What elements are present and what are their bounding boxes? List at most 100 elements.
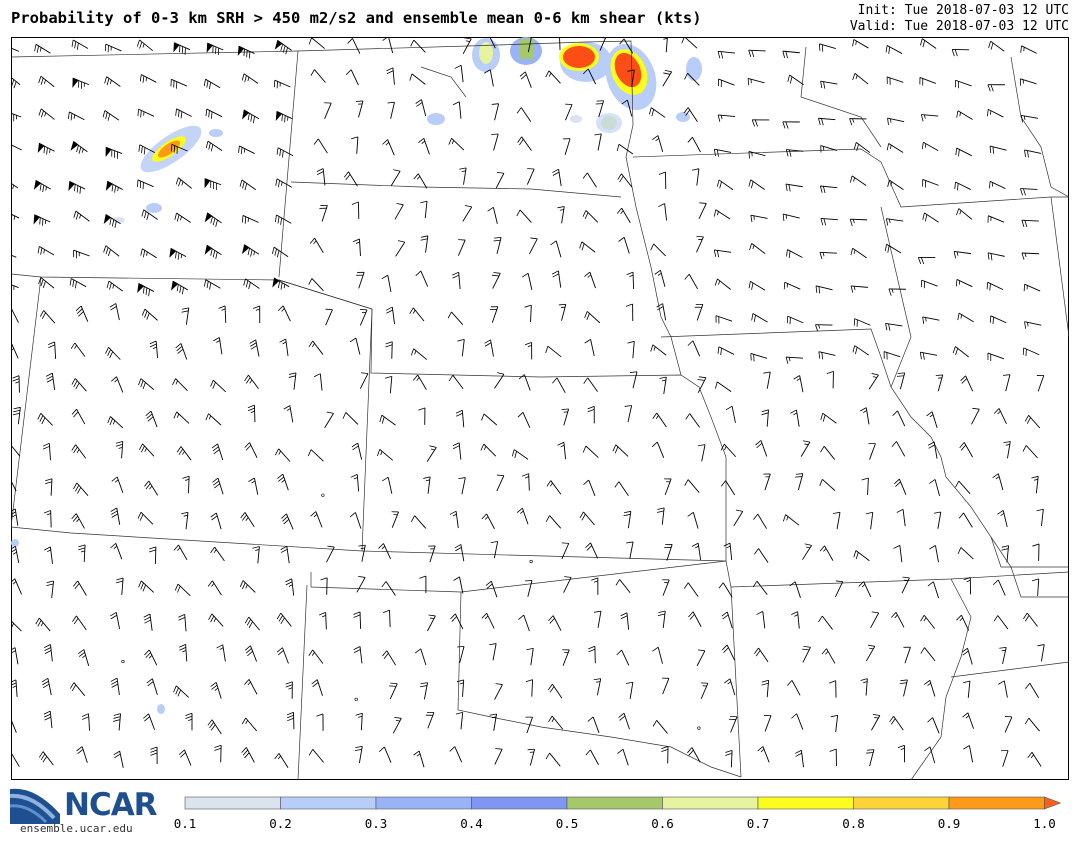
wind-barb [819,545,834,561]
wind-barb [286,711,295,730]
wind-barb [454,544,465,562]
wind-barb [116,577,124,595]
wind-barb [178,614,187,632]
colorbar-segment [566,796,663,810]
wind-barb [598,37,607,51]
wind-barb [723,542,733,561]
wind-barb [820,217,838,226]
wind-barb [627,340,635,359]
wind-barb [658,171,667,189]
logo-url: ensemble.ucar.edu [20,822,133,835]
wind-barb [552,270,562,288]
wind-barb [700,682,709,700]
wind-barb [386,67,395,85]
wind-barb [795,473,804,491]
wind-barb [1032,543,1040,561]
wind-barb [1020,114,1039,123]
wind-barb [275,110,293,123]
wind-barb [149,546,157,564]
wind-barb [175,343,188,360]
wind-barb [354,697,358,701]
wind-barb [664,478,672,496]
wind-barb [920,38,937,49]
wind-barb [106,280,124,292]
wind-barb [919,351,938,360]
wind-barb [819,478,836,491]
wind-barb [868,443,876,460]
wind-barb [273,79,291,89]
wind-barb [11,213,20,222]
wind-barb [274,448,291,462]
wind-barb [354,745,363,764]
wind-barb [852,73,869,85]
wind-barb [247,404,256,423]
wind-barb [308,749,324,763]
wind-barb [320,577,328,595]
wind-barb [271,246,289,258]
wind-barb [382,650,397,666]
wind-barb [654,269,666,287]
wind-barb [448,374,464,390]
wind-barb [493,236,502,254]
wind-barb [717,346,735,356]
wind-barb [752,580,768,595]
wind-barb [998,680,1008,698]
chart-title: Probability of 0-3 km SRH > 450 m2/s2 an… [11,9,702,27]
wind-barb [891,612,905,628]
wind-barb [358,544,366,562]
wind-barb [105,146,123,159]
wind-barb [582,172,597,188]
wind-barb [963,745,974,763]
wind-barb [1020,188,1038,196]
wind-barb [720,443,737,458]
wind-barb [75,305,89,322]
wind-barb [721,644,735,661]
wind-barb [552,377,566,394]
wind-barb [242,109,260,124]
colorbar-tick-label: 0.1 [174,816,197,831]
wind-barb [924,746,936,764]
wind-barb [893,545,903,563]
wind-barb [516,209,532,223]
wind-barb [173,544,188,560]
wind-barb [619,38,634,54]
wind-barb [849,175,867,186]
colorbar-segment [471,796,568,810]
wind-barb [394,203,404,220]
wind-barb [409,307,425,322]
wind-barb [241,244,260,257]
wind-barb [757,746,770,763]
wind-barb [218,305,227,323]
wind-barb [545,70,561,84]
wind-barb [382,139,395,156]
wind-barb [626,541,634,559]
wind-barb [629,371,638,389]
wind-barb [481,612,495,629]
wind-barb [121,659,125,664]
wind-barb [179,749,192,766]
wind-barb [691,542,702,561]
wind-barb [113,750,124,768]
wind-barb [656,507,665,525]
wind-barb [73,249,90,259]
wind-barb [652,412,667,428]
wind-barb [962,712,974,729]
wind-barb [11,144,22,151]
wind-barb [494,748,503,765]
wind-barb [45,478,53,496]
wind-barb [852,345,869,356]
wind-barb [989,180,1006,190]
wind-barb [453,576,464,594]
wind-barb [204,178,222,191]
wind-barb [496,474,505,492]
wind-barb [459,167,467,185]
wind-barb [169,247,187,260]
wind-barb [11,679,18,697]
wind-barb [692,168,700,186]
wind-barb [489,713,498,731]
wind-barb [785,356,803,364]
init-time: Init: Tue 2018-07-03 12 UTC [857,3,1069,18]
wind-barb [352,238,361,256]
wind-barb [933,511,942,529]
wind-barb [78,649,90,666]
